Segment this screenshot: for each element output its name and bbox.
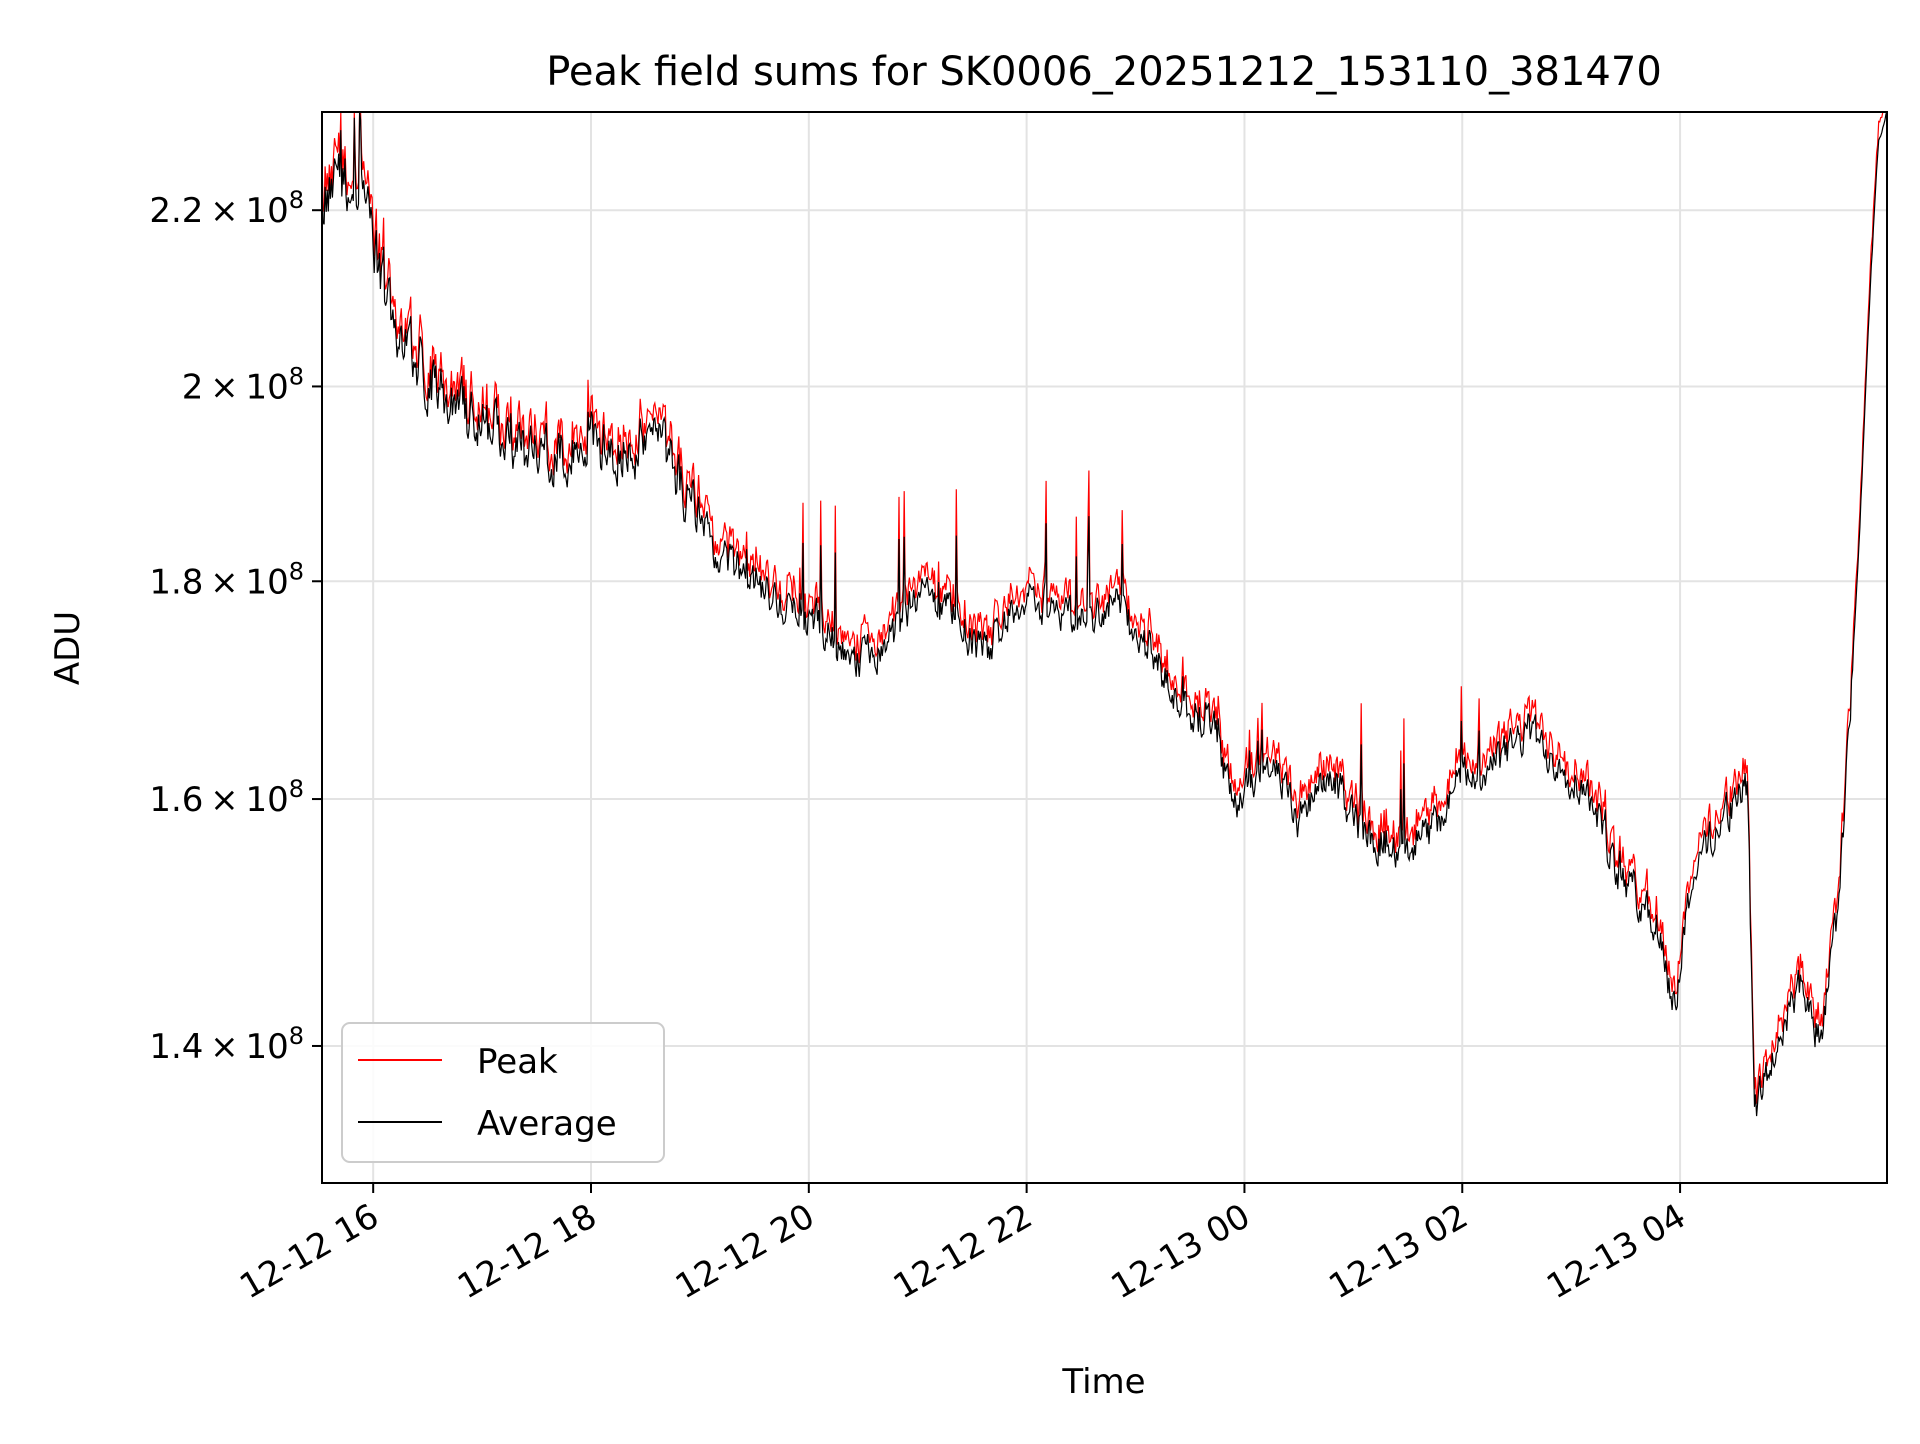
y-tick-label: 1.6 × 108 — [149, 775, 304, 820]
y-tick-label: 1.4 × 108 — [149, 1022, 304, 1067]
chart-title: Peak field sums for SK0006_20251212_1531… — [546, 49, 1662, 95]
legend-peak-label: Peak — [477, 1042, 558, 1082]
legend-box — [341, 1022, 665, 1163]
legend-average-label: Average — [477, 1104, 617, 1144]
y-tick-label: 1.8 × 108 — [149, 557, 304, 602]
y-tick-label: 2 × 108 — [182, 362, 304, 407]
y-axis-label: ADU — [48, 611, 88, 685]
x-axis-label: Time — [1061, 1362, 1145, 1402]
plot-frame — [321, 111, 1888, 1184]
y-axis: 1.4 × 108 1.6 × 108 1.8 × 108 2 × 108 2.2 × … — [149, 186, 322, 1067]
series-line-average — [321, 111, 1888, 1117]
plot-lines — [321, 111, 1888, 1117]
series-line-peak — [321, 111, 1887, 1104]
legend: Peak Average — [341, 1022, 665, 1163]
y-tick-label: 2.2 × 108 — [149, 186, 304, 231]
